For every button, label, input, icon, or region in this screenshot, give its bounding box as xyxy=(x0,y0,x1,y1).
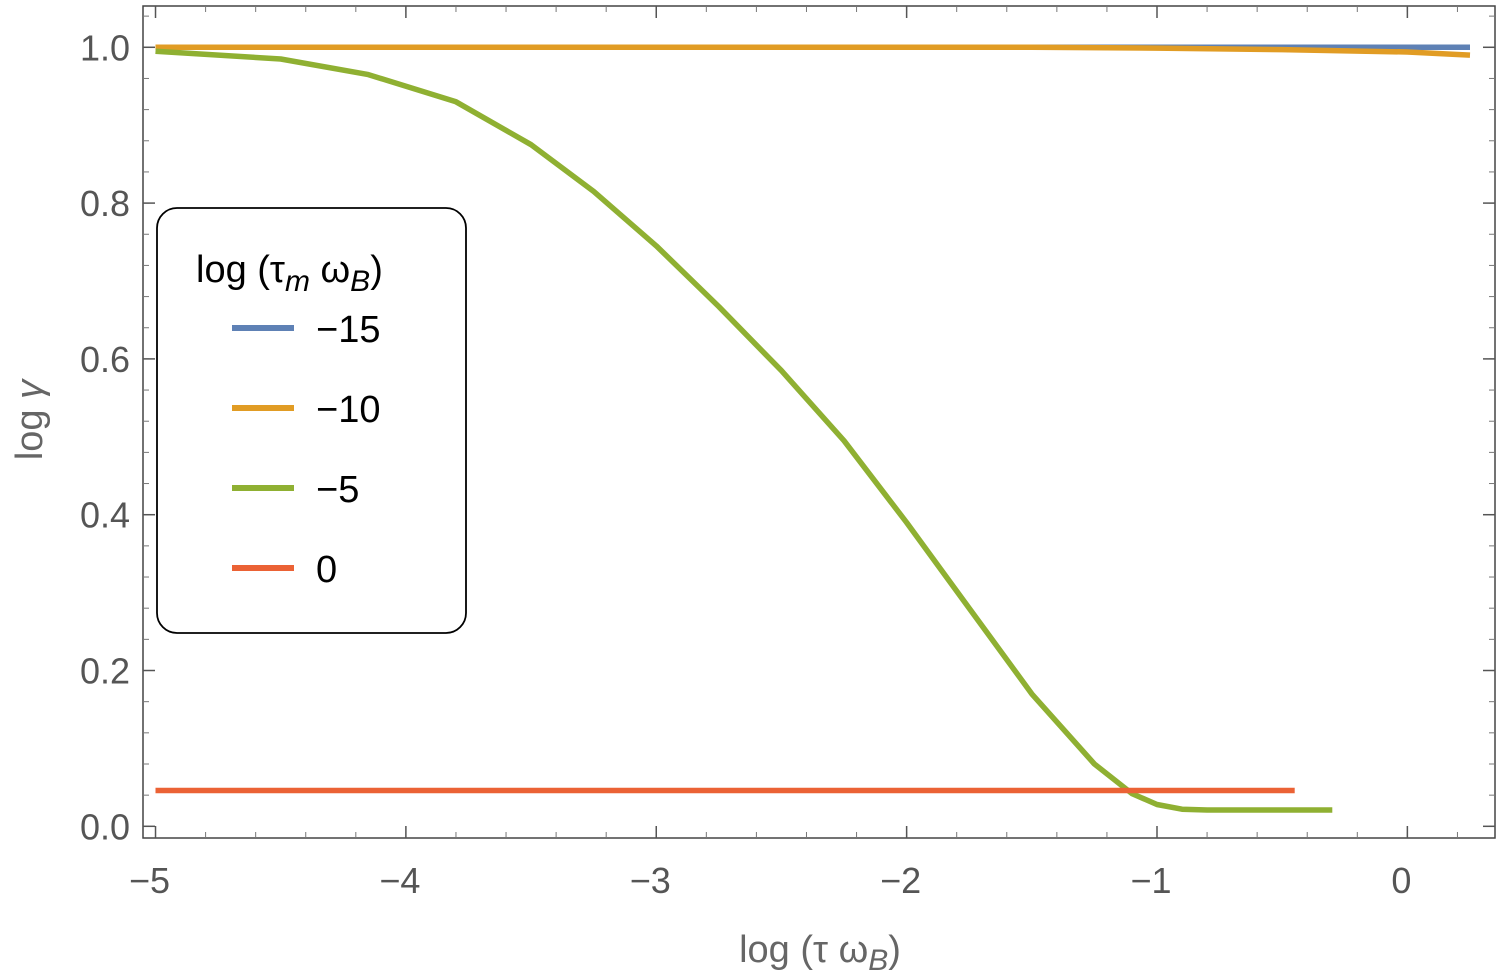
series-line-3 xyxy=(155,48,1333,813)
y-tick-label: 1.0 xyxy=(80,27,130,68)
y-tick-label: 0.2 xyxy=(80,651,130,692)
series-layer xyxy=(155,44,1471,813)
x-axis-title: log (τ ωB) xyxy=(739,929,901,976)
x-tick-label: −3 xyxy=(630,860,671,901)
ticks: −5 −4 −3 −2 −1 00.00.20.40.60.81.0 xyxy=(80,6,1495,901)
y-axis-title: log γ xyxy=(9,378,51,460)
series-line-2 xyxy=(155,44,1471,58)
y-tick-label: 0.0 xyxy=(80,806,130,847)
legend-box xyxy=(156,207,467,634)
x-tick-label: −4 xyxy=(379,860,420,901)
legend-items: −15 −10 −5 0 xyxy=(232,309,380,591)
legend-label-1: −15 xyxy=(316,309,380,351)
legend: log (τm ωB) −15−10−50 xyxy=(156,207,467,634)
y-tick-label: 0.8 xyxy=(80,183,130,224)
y-tick-label: 0.4 xyxy=(80,495,130,536)
x-tick-label: 0 xyxy=(1391,860,1411,901)
x-tick-label: −5 xyxy=(129,860,170,901)
x-tick-label: −2 xyxy=(880,860,921,901)
legend-label-3: −5 xyxy=(316,469,359,511)
plot-frame xyxy=(142,5,1496,839)
legend-label-2: −10 xyxy=(316,389,380,431)
y-tick-label: 0.6 xyxy=(80,339,130,380)
x-tick-label: −1 xyxy=(1130,860,1171,901)
legend-label-4: 0 xyxy=(316,549,337,591)
